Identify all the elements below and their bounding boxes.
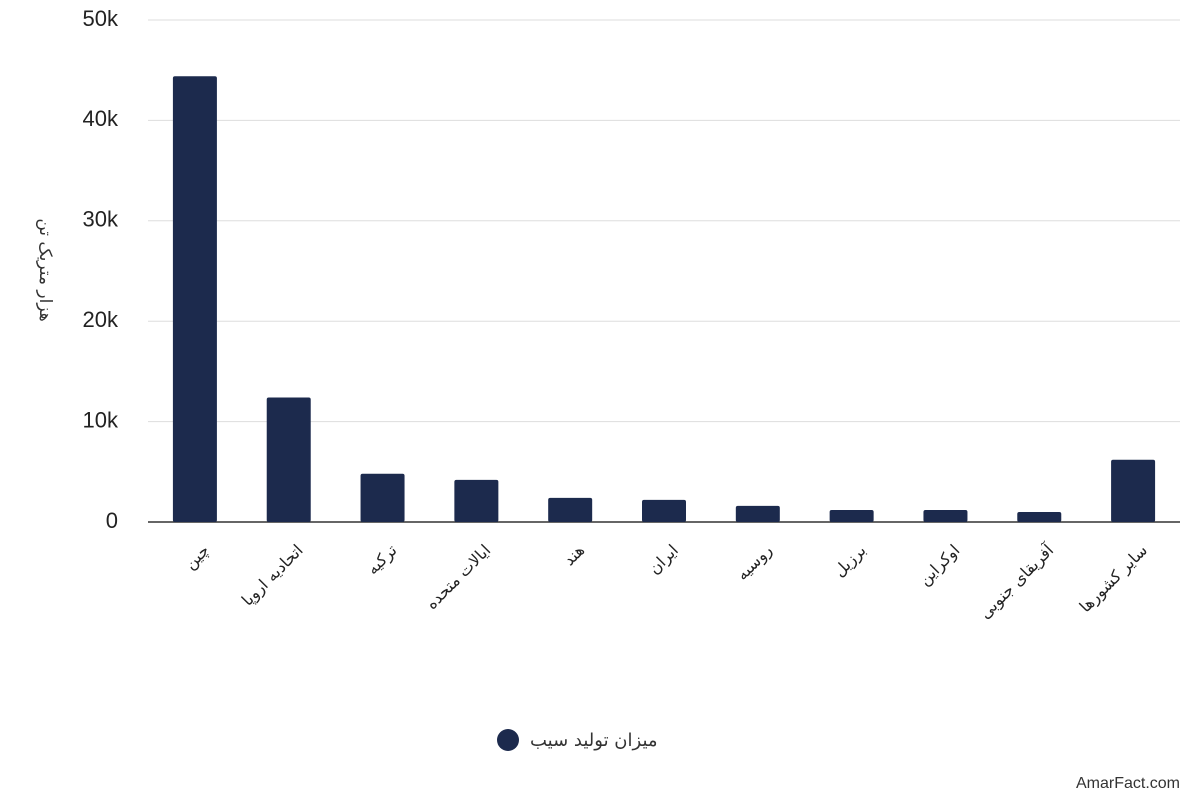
bar xyxy=(923,509,968,522)
bar xyxy=(266,397,311,522)
y-tick-label: 40k xyxy=(83,106,119,131)
legend-marker xyxy=(497,729,519,751)
legend-label: میزان تولید سیب xyxy=(530,730,658,751)
y-tick-label: 0 xyxy=(106,508,118,533)
x-tick-label: سایر کشورها xyxy=(1076,541,1152,617)
watermark: AmarFact.com xyxy=(1076,775,1180,792)
x-tick-label: ایالات متحده xyxy=(422,541,495,614)
bar xyxy=(1017,511,1062,522)
x-tick-label: آفریقای جنوبی xyxy=(975,539,1059,623)
bar xyxy=(735,505,780,522)
y-tick-label: 50k xyxy=(83,6,119,31)
y-tick-label: 30k xyxy=(83,207,119,232)
bar xyxy=(642,499,686,522)
bar xyxy=(1111,459,1156,522)
x-tick-label: روسیه xyxy=(733,541,777,585)
y-axis-label: هزار متریک تن xyxy=(35,218,55,321)
bar xyxy=(829,509,874,522)
bar xyxy=(360,473,405,522)
x-tick-label: اتحادیه اروپا xyxy=(238,541,308,611)
x-tick-label: برزیل xyxy=(830,541,871,582)
x-tick-label: ایران xyxy=(645,541,683,579)
x-tick-label: اوکراین xyxy=(915,541,964,590)
bar xyxy=(172,76,217,522)
x-tick-label: چین xyxy=(180,541,213,574)
x-tick-label: ترکیه xyxy=(363,541,401,579)
y-tick-label: 10k xyxy=(83,407,119,432)
bar xyxy=(548,497,593,522)
y-tick-label: 20k xyxy=(83,307,119,332)
bar xyxy=(454,479,499,522)
x-tick-label: هند xyxy=(559,541,588,570)
